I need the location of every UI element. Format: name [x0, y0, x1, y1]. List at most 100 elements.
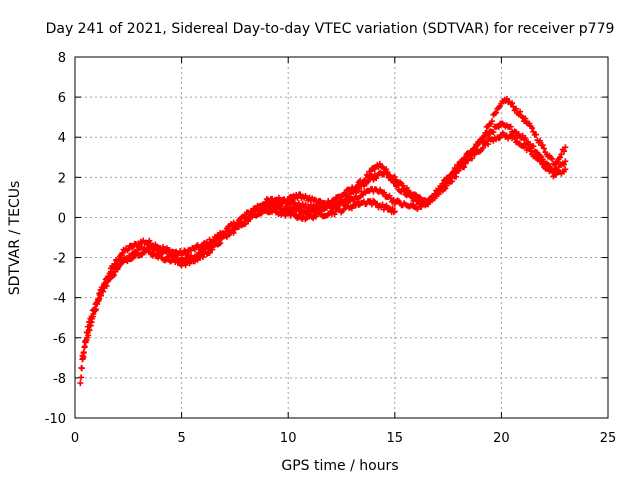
- data-point: [391, 208, 398, 215]
- data-point: [461, 164, 468, 171]
- data-point: [182, 262, 189, 269]
- data-point: [110, 272, 117, 279]
- data-point: [517, 108, 524, 115]
- data-point: [92, 307, 99, 314]
- data-point: [533, 131, 540, 138]
- data-point: [453, 173, 460, 180]
- data-point: [490, 129, 497, 136]
- data-point: [537, 137, 544, 144]
- data-point: [296, 211, 303, 218]
- data-point: [331, 211, 338, 218]
- data-point: [511, 135, 518, 142]
- data-point: [549, 167, 556, 174]
- x-tick-label: 5: [177, 431, 185, 446]
- data-points: [77, 95, 569, 387]
- data-point: [80, 349, 87, 356]
- data-point: [513, 105, 520, 112]
- data-point: [549, 155, 556, 162]
- data-point: [558, 151, 565, 158]
- data-point: [462, 160, 469, 167]
- data-point: [312, 213, 319, 220]
- data-point: [230, 229, 237, 236]
- data-point: [77, 380, 84, 387]
- data-point: [507, 123, 514, 130]
- data-point: [493, 109, 500, 116]
- data-point: [199, 254, 206, 261]
- data-point: [78, 374, 85, 381]
- x-tick-label: 20: [493, 431, 510, 446]
- y-tick-label: 2: [58, 171, 66, 186]
- series-track-2: [78, 120, 569, 371]
- y-tick-label: -4: [53, 292, 66, 307]
- y-tick-label: 6: [58, 91, 66, 106]
- data-point: [79, 352, 86, 359]
- data-point: [561, 148, 568, 155]
- data-point: [417, 194, 424, 201]
- data-point: [361, 182, 368, 189]
- grid-lines: [75, 57, 608, 418]
- x-tick-label: 15: [387, 431, 404, 446]
- data-point: [96, 295, 103, 302]
- data-point: [479, 136, 486, 143]
- data-point: [209, 246, 216, 253]
- y-tick-label: 4: [58, 131, 66, 146]
- data-point: [479, 145, 486, 152]
- data-point: [355, 185, 362, 192]
- chart-title: Day 241 of 2021, Sidereal Day-to-day VTE…: [46, 21, 615, 37]
- data-point: [191, 246, 198, 253]
- x-axis-ticks: 0 5 10 15 20 25: [71, 57, 616, 446]
- x-tick-label: 10: [280, 431, 297, 446]
- data-point: [133, 249, 140, 256]
- data-point: [530, 143, 537, 150]
- data-point: [223, 233, 230, 240]
- data-point: [93, 301, 100, 308]
- data-point: [538, 158, 545, 165]
- data-point: [562, 166, 569, 173]
- data-point: [529, 125, 536, 132]
- data-point: [489, 118, 496, 125]
- data-point: [100, 288, 107, 295]
- data-point: [522, 115, 529, 122]
- data-point: [561, 161, 568, 168]
- data-point: [449, 178, 456, 185]
- data-point: [443, 182, 450, 189]
- x-tick-label: 25: [600, 431, 617, 446]
- data-point: [539, 142, 546, 149]
- data-point: [562, 144, 569, 151]
- data-point: [365, 178, 372, 185]
- data-point: [469, 155, 476, 162]
- data-point: [245, 218, 252, 225]
- data-point: [503, 95, 510, 102]
- x-tick-label: 0: [71, 431, 79, 446]
- data-point: [84, 323, 91, 330]
- data-point: [86, 326, 93, 333]
- data-point: [562, 158, 569, 165]
- data-point: [103, 283, 110, 290]
- series-track-4: [259, 197, 398, 223]
- data-point: [278, 211, 285, 218]
- data-point: [383, 202, 390, 209]
- data-point: [151, 249, 158, 256]
- data-point: [474, 142, 481, 149]
- data-point: [541, 145, 548, 152]
- data-point: [495, 124, 502, 131]
- data-point: [217, 240, 224, 247]
- data-point: [78, 364, 85, 371]
- y-tick-label: -8: [53, 372, 66, 387]
- data-point: [89, 313, 96, 320]
- data-point: [527, 147, 534, 154]
- data-point: [485, 141, 492, 148]
- x-axis-label: GPS time / hours: [281, 458, 398, 474]
- y-tick-label: -10: [45, 412, 66, 427]
- data-point: [485, 132, 492, 139]
- data-point: [381, 189, 388, 196]
- data-point: [106, 276, 113, 283]
- y-tick-label: 8: [58, 51, 66, 66]
- y-tick-label: -2: [53, 252, 66, 267]
- data-point: [88, 319, 95, 326]
- data-point: [373, 175, 380, 182]
- y-tick-label: -6: [53, 332, 66, 347]
- y-tick-label: 0: [58, 211, 66, 226]
- data-point: [509, 100, 516, 107]
- data-point: [295, 200, 302, 207]
